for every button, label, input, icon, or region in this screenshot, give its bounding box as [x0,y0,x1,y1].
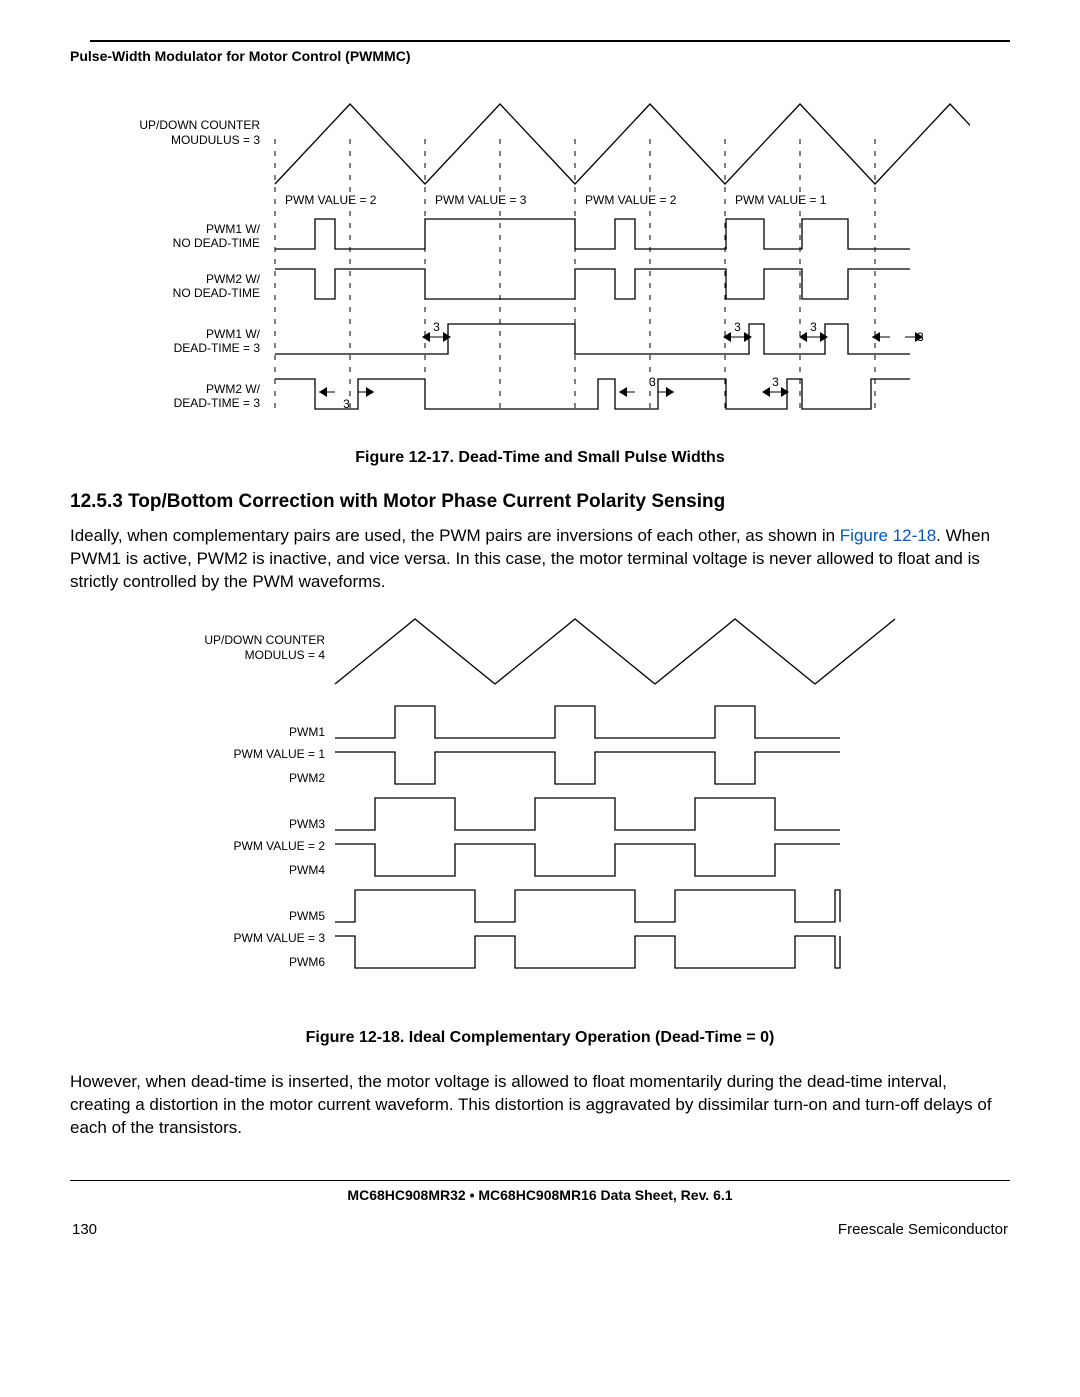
svg-text:NO DEAD-TIME: NO DEAD-TIME [173,286,260,300]
svg-text:3: 3 [772,375,779,389]
svg-text:NO DEAD-TIME: NO DEAD-TIME [173,236,260,250]
footer-doc-title: MC68HC908MR32 • MC68HC908MR16 Data Sheet… [70,1181,1010,1221]
svg-text:PWM4: PWM4 [289,863,325,877]
svg-text:PWM1: PWM1 [289,725,325,739]
svg-text:MOUDULUS = 3: MOUDULUS = 3 [171,133,260,147]
paragraph-2: However, when dead-time is inserted, the… [70,1071,1010,1140]
svg-text:PWM VALUE = 1: PWM VALUE = 1 [735,193,827,207]
figure-link[interactable]: Figure 12-18 [840,526,936,545]
svg-text:3: 3 [343,397,350,411]
figure-12-18-caption: Figure 12-18. Ideal Complementary Operat… [70,1029,1010,1047]
svg-text:DEAD-TIME = 3: DEAD-TIME = 3 [174,396,261,410]
svg-text:3: 3 [433,320,440,334]
svg-text:PWM6: PWM6 [289,955,325,969]
svg-text:3: 3 [810,320,817,334]
figure-12-18: UP/DOWN COUNTERMODULUS = 4 PWM1 PWM VALUE … [70,614,1010,1009]
svg-text:PWM2: PWM2 [289,771,325,785]
svg-text:PWM1 W/: PWM1 W/ [206,327,261,341]
svg-text:PWM VALUE = 2: PWM VALUE = 2 [234,839,326,853]
svg-text:PWM5: PWM5 [289,909,325,923]
svg-text:3: 3 [649,375,656,389]
figure-12-17: UP/DOWN COUNTERMOUDULUS = 3 PWM VALUE = 2… [70,94,1010,429]
header-section-label: Pulse-Width Modulator for Motor Control … [70,48,1010,64]
footer-company: Freescale Semiconductor [838,1221,1008,1238]
svg-text:UP/DOWN COUNTER: UP/DOWN COUNTER [139,118,260,132]
svg-text:PWM1 W/: PWM1 W/ [206,222,261,236]
svg-text:DEAD-TIME = 3: DEAD-TIME = 3 [174,341,261,355]
svg-text:PWM VALUE = 2: PWM VALUE = 2 [585,193,677,207]
svg-text:UP/DOWN COUNTER: UP/DOWN COUNTER [204,633,325,647]
svg-text:PWM3: PWM3 [289,817,325,831]
svg-text:PWM VALUE = 1: PWM VALUE = 1 [234,747,326,761]
svg-text:PWM VALUE = 2: PWM VALUE = 2 [285,193,377,207]
paragraph-1: Ideally, when complementary pairs are us… [70,525,1010,594]
section-title: Top/Bottom Correction with Motor Phase C… [128,491,725,512]
figure-12-17-caption: Figure 12-17. Dead-Time and Small Pulse … [70,449,1010,467]
svg-text:MODULUS = 4: MODULUS = 4 [245,648,326,662]
page-number: 130 [72,1221,97,1238]
section-heading: 12.5.3 Top/Bottom Correction with Motor … [70,491,1010,513]
svg-text:PWM2 W/: PWM2 W/ [206,382,261,396]
svg-text:PWM VALUE = 3: PWM VALUE = 3 [234,931,326,945]
svg-text:3: 3 [734,320,741,334]
svg-text:PWM VALUE = 3: PWM VALUE = 3 [435,193,527,207]
section-number: 12.5.3 [70,491,123,512]
svg-text:PWM2 W/: PWM2 W/ [206,272,261,286]
svg-text:3: 3 [917,330,924,344]
